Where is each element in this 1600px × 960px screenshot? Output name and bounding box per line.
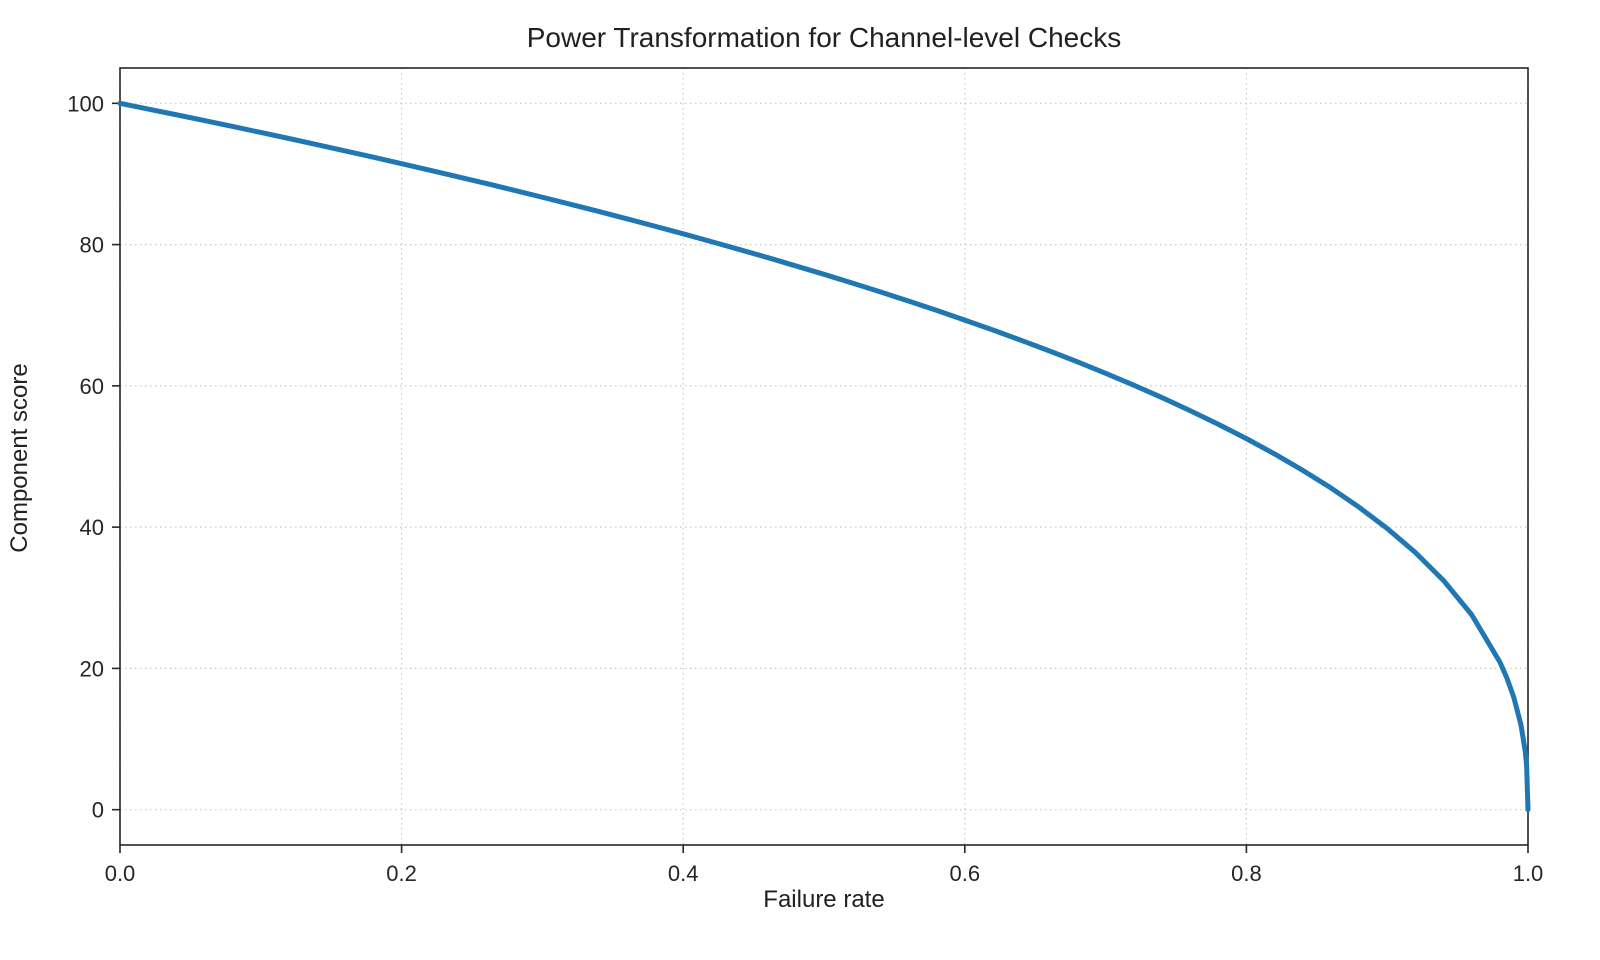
series-line <box>117 100 1531 813</box>
y-tick-label: 40 <box>80 515 104 540</box>
x-tick-label: 0.6 <box>950 861 981 886</box>
y-tick-label: 60 <box>80 374 104 399</box>
x-tick-label: 0.0 <box>105 861 136 886</box>
plot-frame <box>119 67 1529 846</box>
x-tick-label: 0.2 <box>386 861 417 886</box>
y-tick-label: 80 <box>80 233 104 258</box>
x-axis-label: Failure rate <box>763 886 885 913</box>
chart-title: Power Transformation for Channel-level C… <box>526 22 1122 53</box>
y-tick-label: 0 <box>92 798 104 823</box>
x-tick-label: 0.4 <box>668 861 699 886</box>
y-tick-label: 20 <box>80 656 104 681</box>
y-tick-label: 100 <box>67 91 104 116</box>
x-tick-label: 1.0 <box>1513 861 1544 886</box>
x-tick-label: 0.8 <box>1231 861 1262 886</box>
